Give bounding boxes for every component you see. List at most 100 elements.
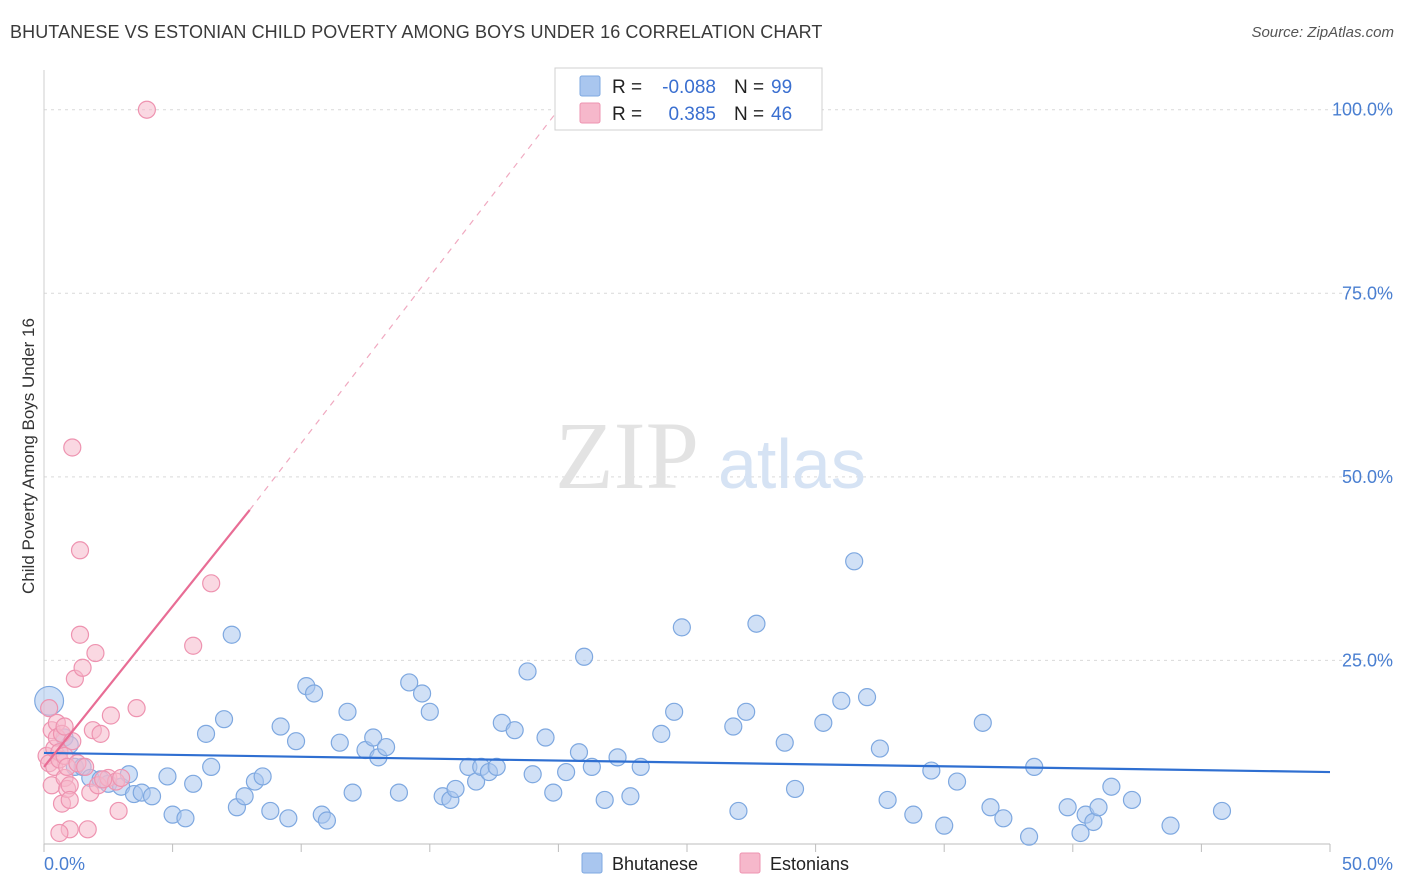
bhutanese-point [376, 737, 396, 757]
bhutanese-point [1019, 827, 1039, 846]
bhutanese-point [785, 779, 805, 799]
bhutanese-point [935, 816, 954, 835]
bhutanese-point [737, 702, 756, 721]
estonians-point [127, 699, 146, 718]
legend-pink-r-label: R = [612, 104, 642, 125]
bhutanese-point [878, 790, 897, 810]
estonians-trend-extension [249, 109, 559, 511]
bhutanese-point [338, 702, 357, 721]
estonians-point [86, 643, 105, 663]
bhutanese-point [973, 713, 992, 732]
bhutanese-point [343, 783, 362, 802]
estonians-point [109, 801, 128, 821]
bhutanese-point [1122, 790, 1142, 810]
bhutanese-point [947, 772, 967, 791]
bhutanese-point [747, 614, 766, 633]
bhutanese-point [621, 787, 640, 806]
y-tick-label: 100.0% [1332, 100, 1393, 120]
legend-blue-n-value: 99 [771, 77, 792, 98]
legend-blue-n-label: N = [734, 77, 764, 98]
bhutanese-point [261, 801, 280, 821]
estonians-point [63, 732, 82, 751]
bhutanese-point [672, 618, 691, 637]
legend-blue-r-label: R = [612, 77, 642, 98]
legend-pink-n-label: N = [734, 104, 764, 125]
estonians-point [184, 636, 203, 655]
bhutanese-point [922, 761, 941, 780]
bhutanese-point [222, 625, 241, 644]
estonians-point [73, 658, 92, 677]
legend-blue-r-value: -0.088 [662, 77, 716, 98]
bhutanese-point [196, 724, 216, 743]
x-tick-label: 0.0% [44, 854, 85, 874]
legend-bottom: Bhutanese Estonians [581, 852, 849, 874]
estonians-point [101, 706, 120, 725]
estonians-point [55, 717, 74, 736]
legend-bottom-bhutanese-swatch [581, 852, 603, 874]
bhutanese-point [330, 733, 349, 752]
legend-pink-swatch [579, 102, 601, 124]
estonians-trend-line [43, 509, 251, 768]
bhutanese-point [400, 673, 419, 692]
y-axis-label: Child Poverty Among Boys Under 16 [19, 318, 38, 594]
bhutanese-point [904, 805, 923, 824]
bhutanese-point [505, 721, 524, 740]
bhutanese-point [253, 767, 272, 786]
bhutanese-point [1071, 823, 1090, 843]
watermark-zip: ZIP [555, 402, 699, 509]
bhutanese-trend-line [43, 751, 1331, 774]
estonians-point [94, 770, 113, 789]
grid-lines [44, 109, 1395, 661]
y-tick-label: 75.0% [1342, 283, 1393, 303]
chart-title: BHUTANESE VS ESTONIAN CHILD POVERTY AMON… [10, 22, 823, 42]
estonians-point [202, 574, 221, 593]
bhutanese-point [214, 710, 234, 729]
legend-pink-r-value: 0.385 [668, 104, 716, 125]
bhutanese-point [981, 798, 1000, 817]
bhutanese-point [487, 757, 506, 777]
watermark: ZIP atlas [555, 402, 866, 509]
bhutanese-point [575, 647, 594, 666]
bhutanese-point [870, 739, 890, 758]
bhutanese-point [279, 809, 298, 828]
legend-top: R = -0.088 N = 99 R = 0.385 N = 46 [554, 67, 823, 131]
bhutanese-point [845, 552, 864, 571]
bhutanese-point [364, 728, 383, 747]
bhutanese-point [420, 702, 439, 721]
bhutanese-point [176, 809, 195, 828]
bhutanese-point [595, 790, 614, 810]
bhutanese-point [724, 717, 743, 736]
legend-bottom-estonians-label: Estonians [770, 854, 849, 874]
legend-blue-swatch [579, 75, 601, 97]
series-estonians [37, 100, 221, 843]
estonians-point [40, 699, 59, 718]
bhutanese-point [1058, 798, 1077, 817]
bhutanese-point [557, 762, 576, 782]
bhutanese-point [142, 787, 162, 806]
x-tick-labels: 0.0% 50.0% [44, 854, 1393, 874]
estonians-point [78, 820, 97, 839]
estonians-point [70, 541, 90, 560]
bhutanese-point [608, 748, 627, 767]
bhutanese-point [582, 757, 601, 777]
bhutanese-point [286, 732, 306, 751]
bhutanese-point [729, 801, 748, 821]
bhutanese-point [202, 757, 221, 777]
bhutanese-point [857, 688, 877, 707]
bhutanese-point [536, 728, 555, 747]
watermark-atlas: atlas [718, 425, 866, 503]
estonians-point [50, 823, 69, 843]
bhutanese-point [235, 787, 254, 806]
estonians-point [76, 757, 95, 777]
y-tick-label: 50.0% [1342, 467, 1393, 487]
bhutanese-point [665, 702, 684, 721]
bhutanese-point [158, 767, 177, 786]
bhutanese-point [1089, 798, 1108, 817]
estonians-point [63, 438, 82, 457]
legend-pink-n-value: 46 [771, 104, 792, 125]
bhutanese-point [569, 743, 589, 762]
bhutanese-point [523, 765, 542, 784]
bhutanese-point [271, 717, 290, 736]
bhutanese-point [518, 662, 537, 681]
